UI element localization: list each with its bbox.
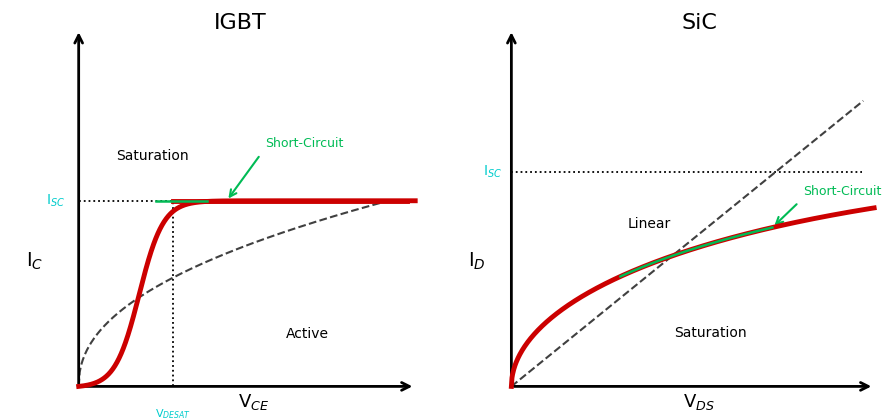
Text: IGBT: IGBT (214, 13, 267, 33)
Text: Short-Circuit: Short-Circuit (803, 185, 882, 198)
Text: I$_{SC}$: I$_{SC}$ (47, 192, 65, 209)
Text: V$_{CE}$: V$_{CE}$ (237, 391, 269, 412)
Text: V$_{DESAT}$: V$_{DESAT}$ (155, 407, 191, 420)
Text: Linear: Linear (627, 217, 671, 231)
Text: I$_C$: I$_C$ (26, 251, 44, 272)
Text: I$_D$: I$_D$ (468, 251, 486, 272)
Text: Saturation: Saturation (116, 149, 189, 163)
Text: I$_{SC}$: I$_{SC}$ (484, 164, 503, 181)
Text: Short-Circuit: Short-Circuit (265, 137, 343, 150)
Text: SiC: SiC (681, 13, 718, 33)
Text: Saturation: Saturation (675, 326, 747, 340)
Text: V$_{DS}$: V$_{DS}$ (684, 391, 715, 412)
Text: Active: Active (286, 328, 329, 341)
